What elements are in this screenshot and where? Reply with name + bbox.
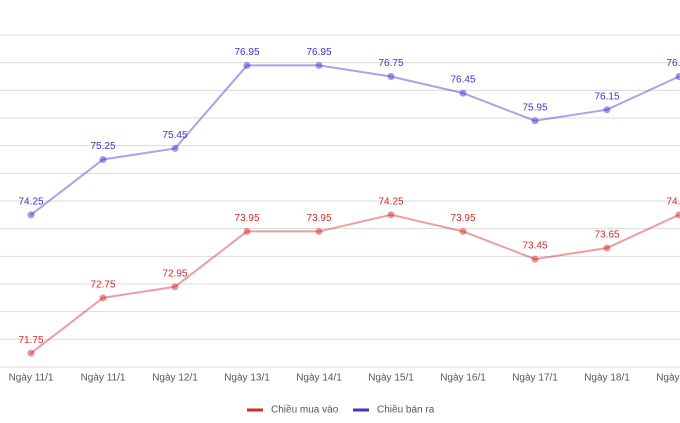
point xyxy=(243,227,251,235)
series-line xyxy=(30,213,680,354)
point xyxy=(27,349,35,357)
x-tick-label: Ngày 17/1 xyxy=(512,373,558,384)
data-label: 72.95 xyxy=(162,268,187,279)
data-label: 74.25 xyxy=(666,196,680,207)
data-label: 76.95 xyxy=(306,47,331,58)
point xyxy=(459,89,467,97)
x-tick-label: Ngày 14/1 xyxy=(296,373,342,384)
point xyxy=(387,211,395,219)
point xyxy=(531,255,539,263)
data-label: 76.75 xyxy=(378,58,403,69)
data-label: 76.95 xyxy=(234,47,259,58)
point xyxy=(315,61,323,69)
point xyxy=(171,283,179,291)
series-line xyxy=(30,64,680,216)
data-label: 76.45 xyxy=(450,75,475,86)
x-tick-label: Ngày 19/1 xyxy=(656,373,680,384)
point xyxy=(243,61,251,69)
data-label: 73.95 xyxy=(450,213,475,224)
data-label: 73.45 xyxy=(522,241,547,252)
point xyxy=(171,144,179,152)
data-label: 73.65 xyxy=(594,230,619,241)
point xyxy=(99,294,107,302)
legend-label: Chiều bán ra xyxy=(377,404,435,416)
point xyxy=(459,227,467,235)
x-tick-label: Ngày 11/1 xyxy=(81,373,126,384)
x-tick-label: Ngày 13/1 xyxy=(224,373,270,384)
x-tick-label: Ngày 16/1 xyxy=(440,373,486,384)
point xyxy=(603,106,611,114)
point xyxy=(387,73,395,80)
x-tick-label: Ngày 11/1 xyxy=(9,373,54,384)
point xyxy=(603,244,611,252)
data-label: 75.25 xyxy=(90,141,115,152)
point xyxy=(315,227,323,235)
x-tick-label: Ngày 15/1 xyxy=(368,373,414,384)
data-label: 74.25 xyxy=(18,196,43,207)
data-label: 76.15 xyxy=(594,91,619,102)
data-label: 76.75 xyxy=(666,58,680,69)
data-label: 71.75 xyxy=(18,335,43,346)
x-tick-label: Ngày 18/1 xyxy=(584,373,630,384)
legend-label: Chiều mua vào xyxy=(271,404,339,416)
data-label: 75.45 xyxy=(162,130,187,141)
point xyxy=(27,211,35,219)
data-label: 73.95 xyxy=(234,213,259,224)
data-label: 75.95 xyxy=(522,102,547,113)
point xyxy=(675,211,680,219)
data-label: 73.95 xyxy=(306,213,331,224)
x-tick-label: Ngày 12/1 xyxy=(152,373,198,384)
point xyxy=(675,73,680,80)
point xyxy=(99,156,107,163)
data-label: 74.25 xyxy=(378,196,403,207)
data-label: 72.75 xyxy=(90,279,115,290)
point xyxy=(531,117,539,125)
